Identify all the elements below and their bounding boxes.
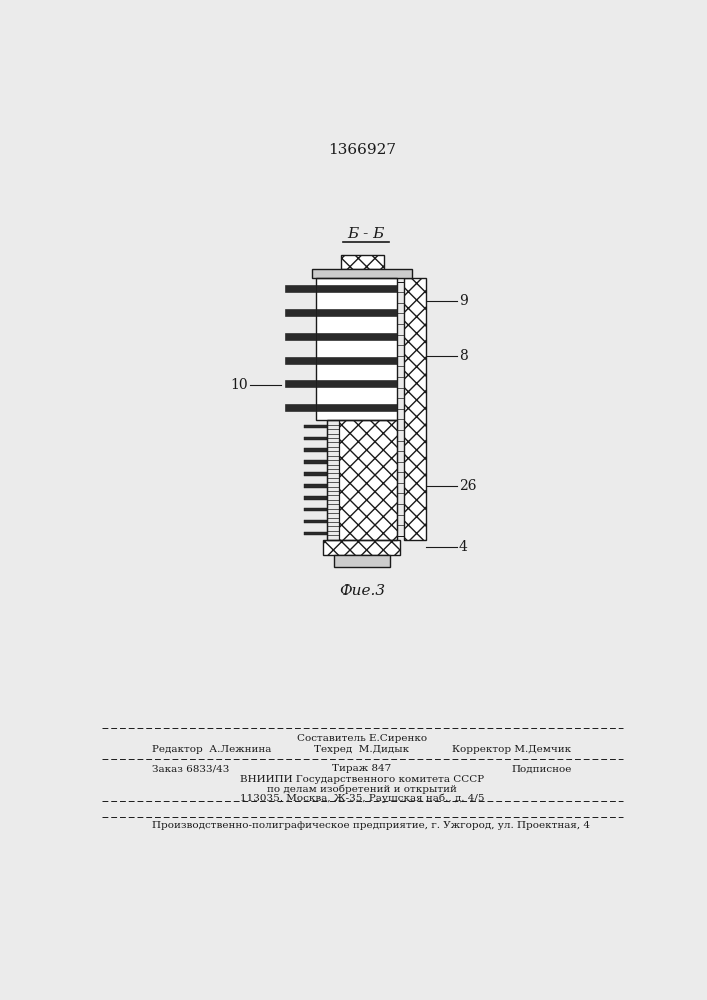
Bar: [304, 496, 327, 500]
Bar: [304, 508, 327, 511]
Bar: [304, 472, 327, 476]
Bar: [341, 255, 383, 269]
Bar: [304, 437, 327, 440]
Bar: [285, 357, 316, 364]
Bar: [316, 278, 397, 420]
Text: Корректор М.Демчик: Корректор М.Демчик: [452, 745, 571, 754]
Bar: [285, 285, 316, 292]
Text: Техред  М.Дидык: Техред М.Дидык: [315, 745, 409, 754]
Text: 26: 26: [459, 479, 477, 493]
Text: 9: 9: [459, 294, 468, 308]
Bar: [316, 333, 397, 340]
Bar: [316, 285, 397, 292]
Text: Фие.3: Фие.3: [339, 584, 385, 598]
Text: 113035, Москва, Ж-35, Раушская наб., д. 4/5: 113035, Москва, Ж-35, Раушская наб., д. …: [240, 794, 484, 803]
Bar: [304, 532, 327, 535]
Bar: [327, 420, 339, 540]
Bar: [285, 404, 316, 411]
Bar: [324, 540, 400, 555]
Bar: [304, 448, 327, 452]
Text: по делам изобретений и открытий: по делам изобретений и открытий: [267, 785, 457, 794]
Bar: [316, 309, 397, 316]
Text: Производственно-полиграфическое предприятие, г. Ужгород, ул. Проектная, 4: Производственно-полиграфическое предприя…: [152, 821, 590, 830]
Bar: [397, 282, 404, 536]
Text: 1366927: 1366927: [328, 143, 396, 157]
Bar: [285, 380, 316, 387]
Text: Подписное: Подписное: [511, 764, 571, 773]
Bar: [312, 269, 412, 278]
Bar: [327, 420, 397, 540]
Text: ВНИИПИ Государственного комитета СССР: ВНИИПИ Государственного комитета СССР: [240, 774, 484, 784]
Bar: [316, 380, 397, 387]
Bar: [304, 460, 327, 464]
Bar: [316, 278, 397, 420]
Bar: [304, 484, 327, 488]
Text: 8: 8: [459, 349, 468, 363]
Bar: [285, 333, 316, 340]
Text: Заказ 6833/43: Заказ 6833/43: [152, 764, 229, 773]
Bar: [339, 420, 397, 540]
Text: Составитель Е.Сиренко: Составитель Е.Сиренко: [297, 734, 427, 743]
Text: Тираж 847: Тираж 847: [332, 764, 392, 773]
Bar: [304, 520, 327, 523]
Bar: [304, 425, 327, 428]
Bar: [316, 357, 397, 364]
Text: Б - Б: Б - Б: [347, 227, 385, 241]
Bar: [404, 278, 426, 540]
Text: 4: 4: [459, 540, 468, 554]
Bar: [334, 555, 390, 567]
Bar: [316, 404, 397, 411]
Bar: [285, 309, 316, 316]
Text: Редактор  А.Лежнина: Редактор А.Лежнина: [152, 745, 271, 754]
Text: 10: 10: [230, 378, 248, 392]
